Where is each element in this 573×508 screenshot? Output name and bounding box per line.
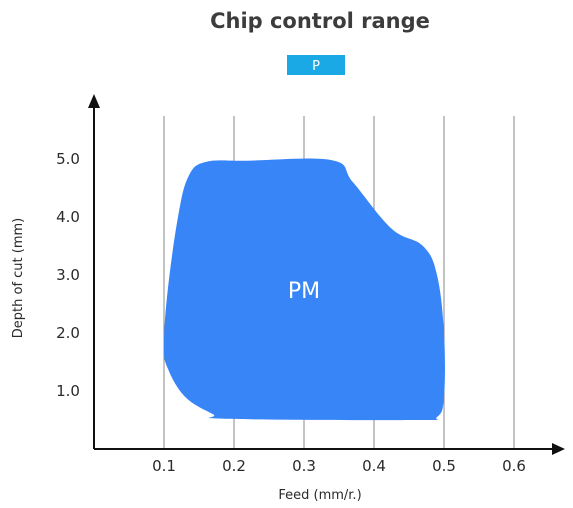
x-tick-label: 0.1 [152,457,176,475]
legend: P [287,55,345,75]
x-axis-arrow [552,443,565,455]
y-axis-arrow [88,94,100,108]
x-tick-label: 0.3 [292,457,316,475]
y-tick-label: 5.0 [56,150,80,168]
y-axis-label: Depth of cut (mm) [11,218,26,338]
chart-title: Chip control range [210,9,430,33]
y-tick-labels: 1.0 2.0 3.0 4.0 5.0 [56,150,80,400]
legend-swatch-p [287,55,345,75]
x-axis-label: Feed (mm/r.) [278,488,361,503]
region-pm [163,158,445,421]
x-tick-label: 0.6 [502,457,526,475]
x-tick-label: 0.5 [432,457,456,475]
x-tick-label: 0.4 [362,457,386,475]
y-tick-label: 3.0 [56,266,80,284]
y-tick-label: 1.0 [56,382,80,400]
plot-regions: PM [163,158,445,421]
axes [88,94,565,455]
y-tick-label: 2.0 [56,324,80,342]
y-tick-label: 4.0 [56,208,80,226]
region-label-pm: PM [288,279,320,304]
x-tick-label: 0.2 [222,457,246,475]
x-tick-labels: 0.1 0.2 0.3 0.4 0.5 0.6 [152,457,526,475]
legend-label-p: P [312,59,320,74]
